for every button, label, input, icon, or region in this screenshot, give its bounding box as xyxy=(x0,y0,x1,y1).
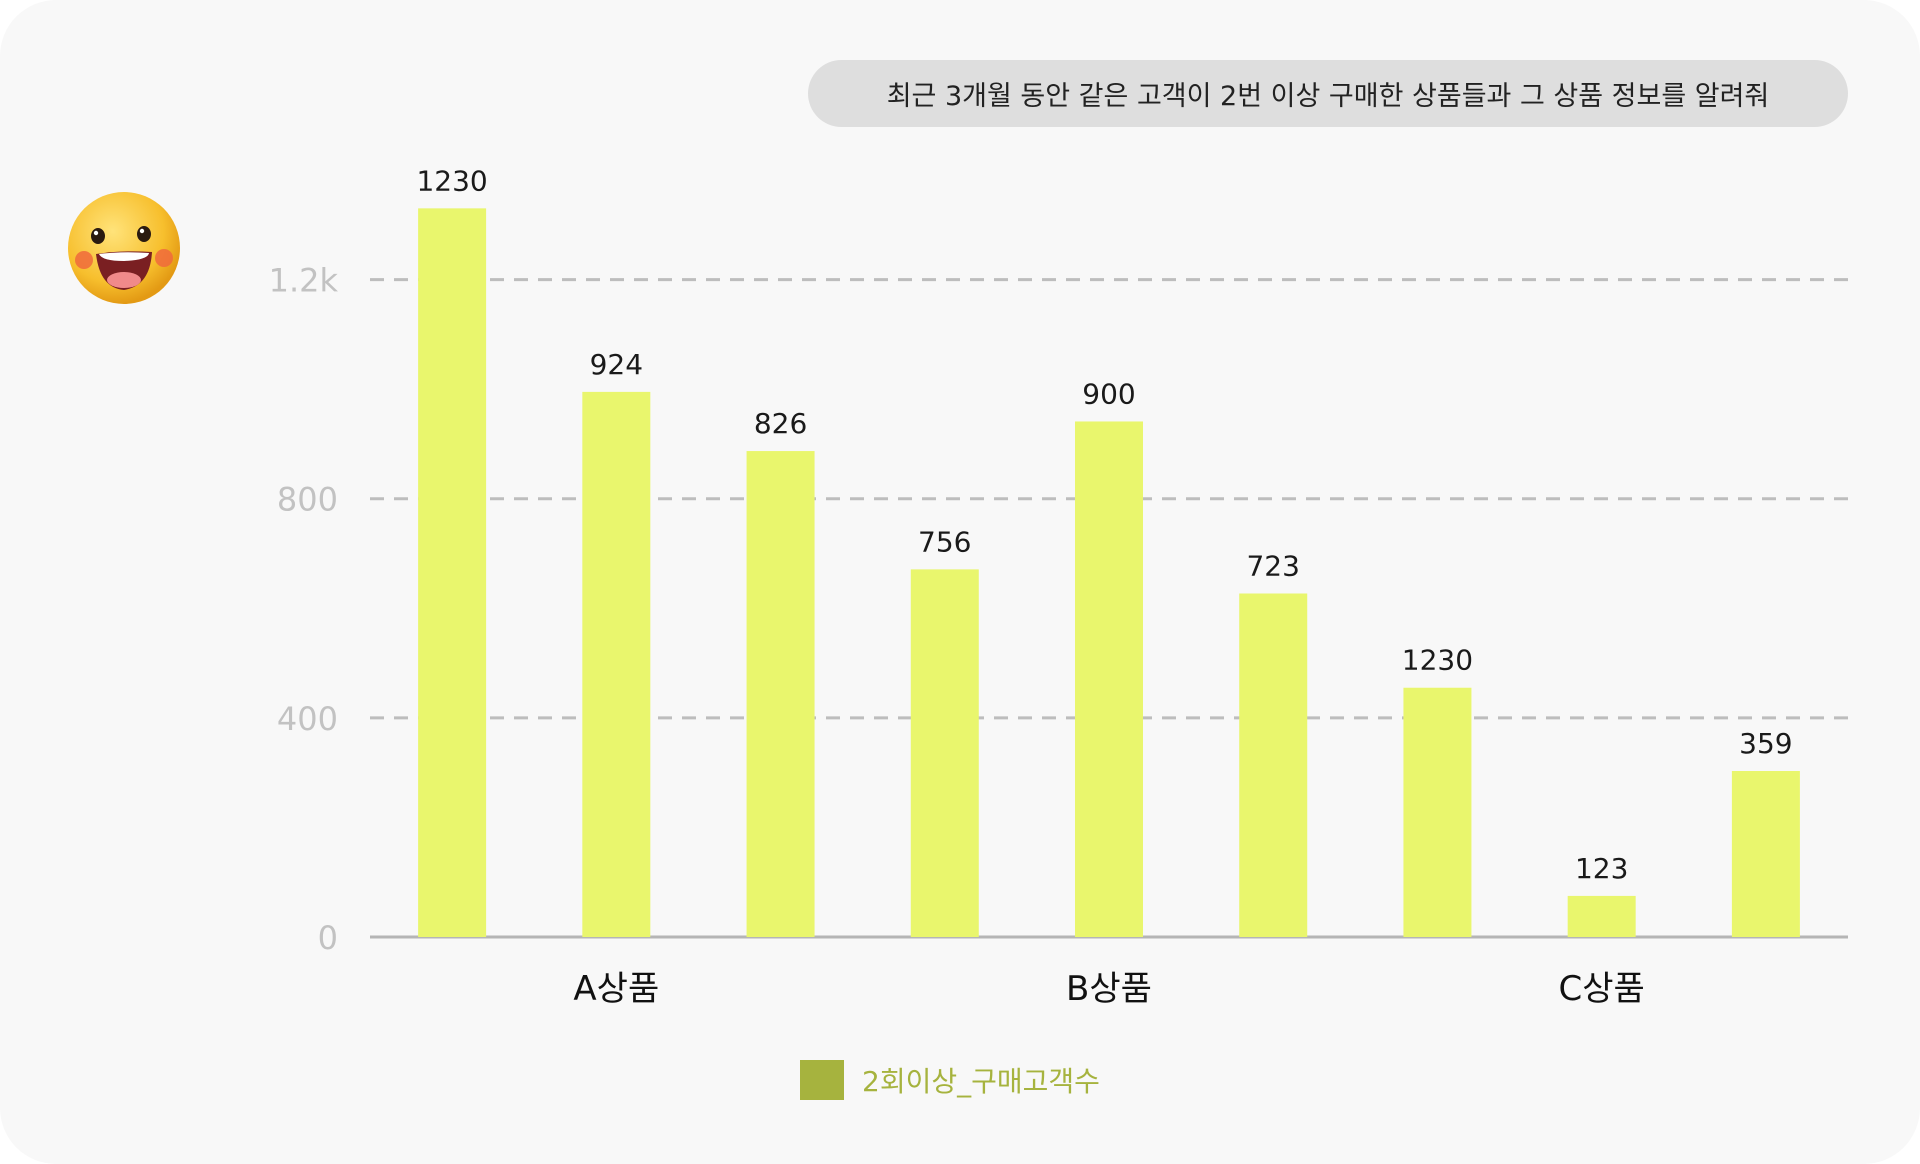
y-tick-label: 400 xyxy=(277,700,338,738)
bar xyxy=(1403,687,1472,937)
y-tick-label: 0 xyxy=(318,919,338,957)
prompt-text: 최근 3개월 동안 같은 고객이 2번 이상 구매한 상품들과 그 상품 정보를… xyxy=(886,81,1770,112)
legend: 2회이상_구매고객수 xyxy=(800,1060,1100,1100)
x-category-label: C상품 xyxy=(1559,969,1645,1009)
bar xyxy=(418,208,487,938)
bar xyxy=(1075,421,1143,937)
bar-value-label: 826 xyxy=(754,407,807,440)
y-tick-label: 1.2k xyxy=(269,262,339,300)
bar xyxy=(582,391,651,937)
bar xyxy=(746,451,815,937)
bar-value-label: 1230 xyxy=(416,164,487,197)
legend-swatch xyxy=(800,1060,844,1100)
bar-value-label: 756 xyxy=(918,525,971,558)
x-category-label: A상품 xyxy=(573,969,659,1009)
bar xyxy=(1567,895,1636,937)
bar xyxy=(1731,770,1800,937)
bar-value-label: 924 xyxy=(590,348,643,381)
bar-value-label: 123 xyxy=(1575,852,1628,885)
bar-value-label: 723 xyxy=(1246,549,1299,582)
bar-value-label: 1230 xyxy=(1402,644,1473,677)
smiling-face-emoji-icon xyxy=(68,192,180,304)
y-tick-label: 800 xyxy=(277,481,338,519)
prompt-bubble: 최근 3개월 동안 같은 고객이 2번 이상 구매한 상품들과 그 상품 정보를… xyxy=(808,60,1848,127)
bar-value-label: 359 xyxy=(1739,727,1792,760)
legend-label: 2회이상_구매고객수 xyxy=(862,1065,1100,1098)
bar xyxy=(1239,593,1308,937)
x-category-label: B상품 xyxy=(1066,969,1152,1009)
bar-value-label: 900 xyxy=(1082,377,1135,410)
bar xyxy=(910,569,979,937)
